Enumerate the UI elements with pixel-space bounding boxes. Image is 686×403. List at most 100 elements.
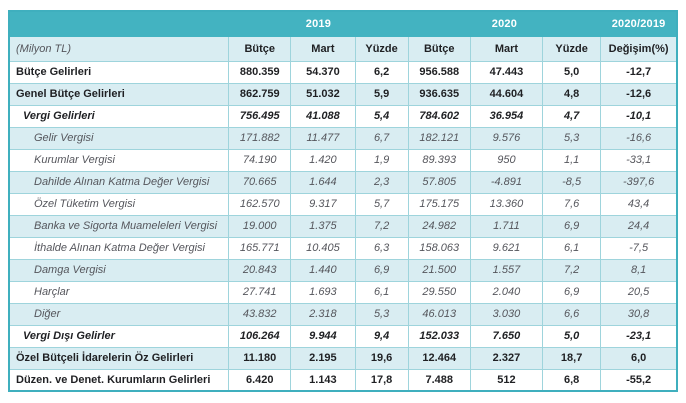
row-label: Özel Tüketim Vergisi	[8, 192, 230, 216]
cell-value: 5,9	[354, 82, 409, 106]
cell-value: 106.264	[228, 324, 292, 348]
cell-value: -33,1	[600, 148, 678, 172]
cell-value: 7.650	[469, 324, 544, 348]
table-row: Harçlar 27.741 1.693 6,1 29.550 2.040 6,9 20,5	[8, 280, 678, 304]
cell-value: 2.195	[290, 346, 356, 370]
group-header-2020: 2020	[407, 10, 602, 37]
cell-value: 51.032	[290, 82, 356, 106]
cell-value: 2.040	[469, 280, 544, 304]
table-row: Özel Bütçeli İdarelerin Öz Gelirleri 11.1…	[8, 346, 678, 370]
cell-value: -23,1	[600, 324, 678, 348]
cell-value: 182.121	[407, 126, 471, 150]
table-row: Gelir Vergisi 171.882 11.477 6,7 182.121 9.57…	[8, 126, 678, 150]
table-row: Damga Vergisi 20.843 1.440 6,9 21.500 1.557 7,…	[8, 258, 678, 282]
col-header-butce-2020: Bütçe	[407, 35, 471, 62]
table-row: Vergi Gelirleri 756.495 41.088 5,4 784.602 36…	[8, 104, 678, 128]
cell-value: 6,1	[542, 236, 602, 260]
cell-value: 171.882	[228, 126, 292, 150]
cell-value: -7,5	[600, 236, 678, 260]
cell-value: 6.420	[228, 368, 292, 392]
table-row: Diğer 43.832 2.318 5,3 46.013 3.030 6,6 30,8	[8, 302, 678, 326]
cell-value: 6,3	[354, 236, 409, 260]
cell-value: 5,3	[542, 126, 602, 150]
cell-value: 5,3	[354, 302, 409, 326]
col-header-mart-2020: Mart	[469, 35, 544, 62]
group-header-ratio: 2020/2019	[600, 10, 678, 37]
cell-value: 9.576	[469, 126, 544, 150]
cell-value: -8,5	[542, 170, 602, 194]
cell-value: 24.982	[407, 214, 471, 238]
cell-value: -55,2	[600, 368, 678, 392]
cell-value: 30,8	[600, 302, 678, 326]
cell-value: 43.832	[228, 302, 292, 326]
cell-value: 74.190	[228, 148, 292, 172]
table-row: İthalde Alınan Katma Değer Vergisi 165.77…	[8, 236, 678, 260]
cell-value: 6,0	[600, 346, 678, 370]
table-row: Banka ve Sigorta Muameleleri Vergisi 19.0…	[8, 214, 678, 238]
cell-value: 24,4	[600, 214, 678, 238]
cell-value: 2.327	[469, 346, 544, 370]
row-label: İthalde Alınan Katma Değer Vergisi	[8, 236, 230, 260]
col-header-yuzde-2019: Yüzde	[354, 35, 409, 62]
row-label: Damga Vergisi	[8, 258, 230, 282]
cell-value: 7,2	[354, 214, 409, 238]
row-label: Bütçe Gelirleri	[8, 60, 230, 84]
cell-value: 5,4	[354, 104, 409, 128]
budget-revenues-table-container: 2019 2020 2020/2019 (Milyon TL) Bütçe Ma…	[8, 10, 678, 392]
table-row: Genel Bütçe Gelirleri 862.759 51.032 5,9 936…	[8, 82, 678, 106]
cell-value: 11.477	[290, 126, 356, 150]
cell-value: 21.500	[407, 258, 471, 282]
row-label: Düzen. ve Denet. Kurumların Gelirleri	[8, 368, 230, 392]
cell-value: 13.360	[469, 192, 544, 216]
cell-value: 3.030	[469, 302, 544, 326]
cell-value: 1.420	[290, 148, 356, 172]
cell-value: 4,8	[542, 82, 602, 106]
table-row: Kurumlar Vergisi 74.190 1.420 1,9 89.393 950 1…	[8, 148, 678, 172]
row-label: Banka ve Sigorta Muameleleri Vergisi	[8, 214, 230, 238]
cell-value: 44.604	[469, 82, 544, 106]
cell-value: 936.635	[407, 82, 471, 106]
cell-value: -12,6	[600, 82, 678, 106]
cell-value: 7,6	[542, 192, 602, 216]
cell-value: 17,8	[354, 368, 409, 392]
cell-value: 2,3	[354, 170, 409, 194]
cell-value: 7,2	[542, 258, 602, 282]
cell-value: 1.711	[469, 214, 544, 238]
cell-value: 6,9	[542, 214, 602, 238]
cell-value: 175.175	[407, 192, 471, 216]
col-header-degisim: Değişim(%)	[600, 35, 678, 62]
cell-value: 57.805	[407, 170, 471, 194]
row-label: Harçlar	[8, 280, 230, 304]
table-row: Bütçe Gelirleri 880.359 54.370 6,2 956.588 47…	[8, 60, 678, 84]
cell-value: 5,0	[542, 324, 602, 348]
cell-value: 1.557	[469, 258, 544, 282]
budget-revenues-table: 2019 2020 2020/2019 (Milyon TL) Bütçe Ma…	[8, 10, 678, 392]
col-header-butce-2019: Bütçe	[228, 35, 292, 62]
row-label: Vergi Dışı Gelirler	[8, 324, 230, 348]
cell-value: 1.644	[290, 170, 356, 194]
table-row: Özel Tüketim Vergisi 162.570 9.317 5,7 175.1…	[8, 192, 678, 216]
cell-value: 4,7	[542, 104, 602, 128]
cell-value: 10.405	[290, 236, 356, 260]
table-row: Düzen. ve Denet. Kurumların Gelirleri 6.4…	[8, 368, 678, 392]
cell-value: 41.088	[290, 104, 356, 128]
cell-value: 6,2	[354, 60, 409, 84]
cell-value: 158.063	[407, 236, 471, 260]
row-label: Özel Bütçeli İdarelerin Öz Gelirleri	[8, 346, 230, 370]
cell-value: 27.741	[228, 280, 292, 304]
cell-value: 956.588	[407, 60, 471, 84]
cell-value: -12,7	[600, 60, 678, 84]
table-row: Vergi Dışı Gelirler 106.264 9.944 9,4 152.03…	[8, 324, 678, 348]
cell-value: 20,5	[600, 280, 678, 304]
cell-value: -16,6	[600, 126, 678, 150]
cell-value: 1,1	[542, 148, 602, 172]
cell-value: -10,1	[600, 104, 678, 128]
cell-value: 6,6	[542, 302, 602, 326]
cell-value: 784.602	[407, 104, 471, 128]
row-label: Genel Bütçe Gelirleri	[8, 82, 230, 106]
cell-value: 70.665	[228, 170, 292, 194]
group-header-2019: 2019	[228, 10, 409, 37]
cell-value: 512	[469, 368, 544, 392]
cell-value: 46.013	[407, 302, 471, 326]
cell-value: 43,4	[600, 192, 678, 216]
